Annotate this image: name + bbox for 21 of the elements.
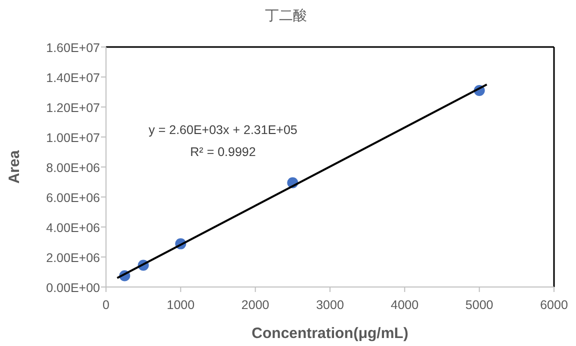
annotation: R² = 0.9992 <box>190 145 256 159</box>
x-tick-label: 1000 <box>166 298 195 312</box>
x-tick-label: 6000 <box>540 298 568 312</box>
chart-title: 丁二酸 <box>265 7 307 23</box>
y-tick-label: 0.00E+00 <box>46 281 100 295</box>
annotation: y = 2.60E+03x + 2.31E+05 <box>148 123 298 137</box>
x-tick-label: 4000 <box>390 298 419 312</box>
y-tick-label: 1.60E+07 <box>46 41 100 55</box>
y-tick-label: 1.20E+07 <box>46 101 100 115</box>
x-tick-label: 0 <box>102 298 110 312</box>
y-tick-label: 6.00E+06 <box>46 191 100 205</box>
x-tick-label: 2000 <box>241 298 270 312</box>
y-tick-label: 8.00E+06 <box>46 161 100 175</box>
y-tick-label: 1.00E+07 <box>46 131 100 145</box>
y-tick-label: 4.00E+06 <box>46 221 100 235</box>
x-tick-label: 3000 <box>316 298 344 312</box>
x-axis-title: Concentration(μg/mL) <box>252 325 408 342</box>
y-tick-label: 2.00E+06 <box>46 251 100 265</box>
x-tick-label: 5000 <box>465 298 494 312</box>
y-axis-title: Area <box>6 150 23 184</box>
y-tick-label: 1.40E+07 <box>46 71 100 85</box>
